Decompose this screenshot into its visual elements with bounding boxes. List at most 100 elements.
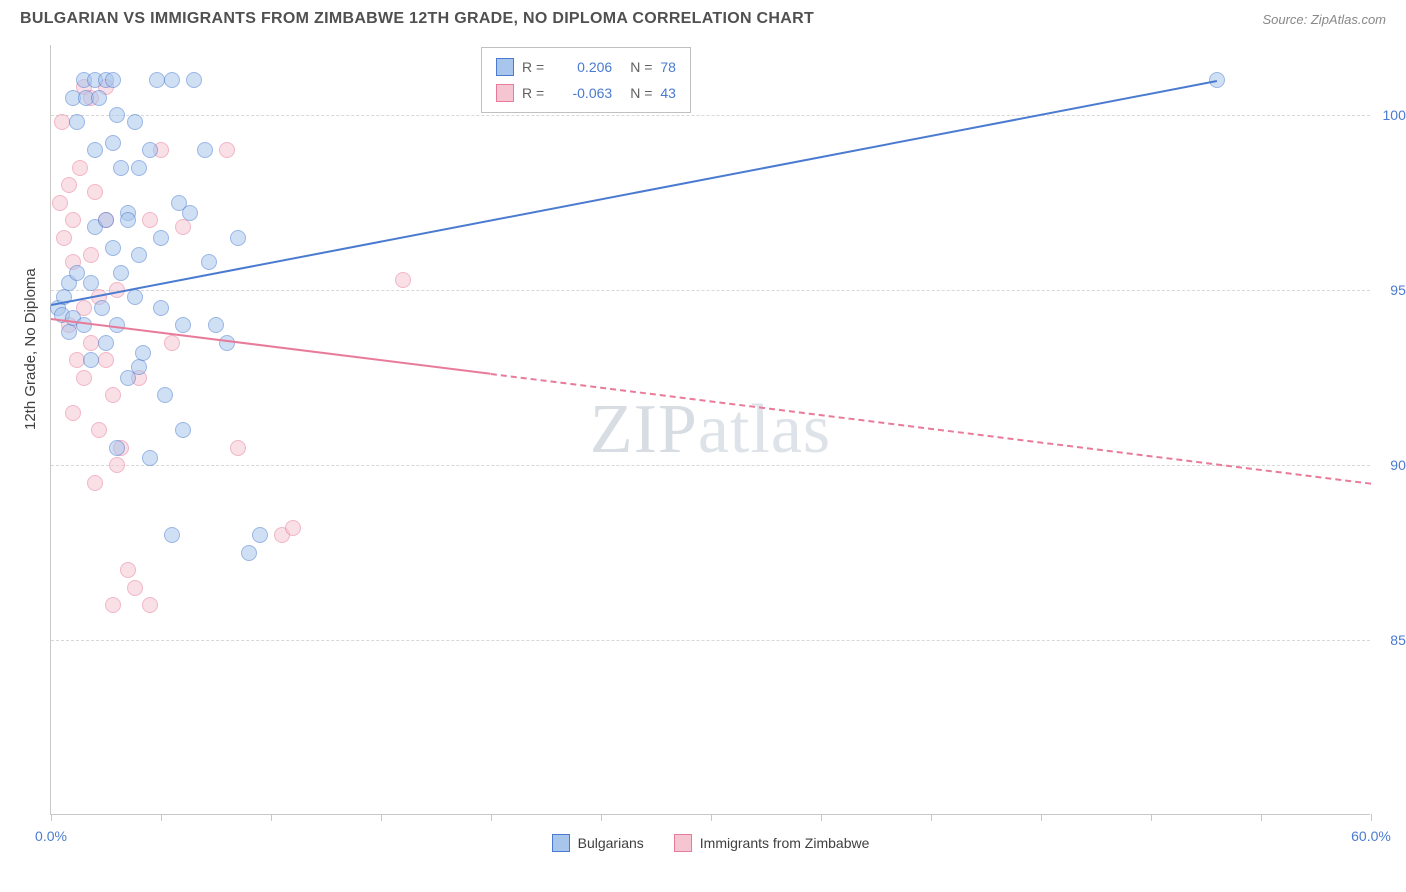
data-point bbox=[131, 160, 147, 176]
data-point bbox=[230, 440, 246, 456]
x-tick bbox=[381, 814, 382, 821]
r-label: R = bbox=[522, 85, 544, 101]
data-point bbox=[52, 195, 68, 211]
x-tick bbox=[1371, 814, 1372, 821]
legend-label: Bulgarians bbox=[578, 835, 644, 851]
gridline bbox=[51, 290, 1370, 291]
n-value: 78 bbox=[660, 59, 676, 75]
x-tick bbox=[161, 814, 162, 821]
data-point bbox=[153, 300, 169, 316]
r-label: R = bbox=[522, 59, 544, 75]
data-point bbox=[83, 275, 99, 291]
data-point bbox=[157, 387, 173, 403]
stats-legend-row: R = -0.063 N = 43 bbox=[496, 80, 676, 106]
gridline bbox=[51, 115, 1370, 116]
data-point bbox=[131, 359, 147, 375]
data-point bbox=[197, 142, 213, 158]
y-tick-label: 90.0% bbox=[1390, 457, 1406, 473]
data-point bbox=[219, 142, 235, 158]
data-point bbox=[83, 335, 99, 351]
legend-swatch bbox=[496, 58, 514, 76]
legend-item: Immigrants from Zimbabwe bbox=[674, 834, 870, 852]
y-tick-label: 95.0% bbox=[1390, 282, 1406, 298]
data-point bbox=[241, 545, 257, 561]
data-point bbox=[127, 114, 143, 130]
x-tick bbox=[1041, 814, 1042, 821]
x-tick bbox=[821, 814, 822, 821]
trend-line bbox=[51, 318, 491, 375]
data-point bbox=[252, 527, 268, 543]
trend-line bbox=[51, 80, 1217, 306]
data-point bbox=[142, 142, 158, 158]
data-point bbox=[175, 219, 191, 235]
x-tick bbox=[1261, 814, 1262, 821]
data-point bbox=[69, 114, 85, 130]
data-point bbox=[175, 422, 191, 438]
data-point bbox=[113, 265, 129, 281]
data-point bbox=[98, 212, 114, 228]
data-point bbox=[201, 254, 217, 270]
legend-swatch bbox=[496, 84, 514, 102]
data-point bbox=[149, 72, 165, 88]
data-point bbox=[131, 247, 147, 263]
data-point bbox=[65, 212, 81, 228]
data-point bbox=[105, 72, 121, 88]
x-tick bbox=[711, 814, 712, 821]
data-point bbox=[109, 107, 125, 123]
legend-label: Immigrants from Zimbabwe bbox=[700, 835, 870, 851]
n-value: 43 bbox=[660, 85, 676, 101]
data-point bbox=[142, 597, 158, 613]
legend-swatch bbox=[552, 834, 570, 852]
data-point bbox=[56, 230, 72, 246]
gridline bbox=[51, 465, 1370, 466]
data-point bbox=[54, 114, 70, 130]
data-point bbox=[135, 345, 151, 361]
data-point bbox=[105, 135, 121, 151]
trend-line bbox=[491, 373, 1371, 485]
data-point bbox=[98, 352, 114, 368]
data-point bbox=[87, 184, 103, 200]
data-point bbox=[153, 230, 169, 246]
legend-swatch bbox=[674, 834, 692, 852]
data-point bbox=[83, 352, 99, 368]
data-point bbox=[76, 317, 92, 333]
data-point bbox=[91, 422, 107, 438]
r-value: -0.063 bbox=[552, 85, 612, 101]
x-tick bbox=[51, 814, 52, 821]
stats-legend-row: R =0.206N =78 bbox=[496, 54, 676, 80]
data-point bbox=[87, 142, 103, 158]
data-point bbox=[113, 160, 129, 176]
data-point bbox=[72, 160, 88, 176]
data-point bbox=[109, 440, 125, 456]
data-point bbox=[285, 520, 301, 536]
gridline bbox=[51, 640, 1370, 641]
data-point bbox=[175, 317, 191, 333]
data-point bbox=[230, 230, 246, 246]
data-point bbox=[142, 212, 158, 228]
data-point bbox=[61, 324, 77, 340]
data-point bbox=[61, 177, 77, 193]
source-label: Source: ZipAtlas.com bbox=[1262, 12, 1386, 27]
x-tick bbox=[601, 814, 602, 821]
data-point bbox=[98, 335, 114, 351]
data-point bbox=[94, 300, 110, 316]
data-point bbox=[186, 72, 202, 88]
x-tick bbox=[931, 814, 932, 821]
x-tick-label: 0.0% bbox=[35, 828, 67, 844]
n-label: N = bbox=[630, 85, 652, 101]
y-axis-label: 12th Grade, No Diploma bbox=[22, 268, 39, 430]
chart-title: BULGARIAN VS IMMIGRANTS FROM ZIMBABWE 12… bbox=[20, 10, 814, 28]
x-tick bbox=[1151, 814, 1152, 821]
series-legend: Bulgarians Immigrants from Zimbabwe bbox=[51, 834, 1370, 852]
data-point bbox=[164, 527, 180, 543]
data-point bbox=[105, 597, 121, 613]
data-point bbox=[142, 450, 158, 466]
data-point bbox=[76, 370, 92, 386]
n-label: N = bbox=[630, 59, 652, 75]
data-point bbox=[164, 72, 180, 88]
data-point bbox=[208, 317, 224, 333]
x-tick bbox=[271, 814, 272, 821]
data-point bbox=[127, 289, 143, 305]
x-tick bbox=[491, 814, 492, 821]
data-point bbox=[65, 405, 81, 421]
